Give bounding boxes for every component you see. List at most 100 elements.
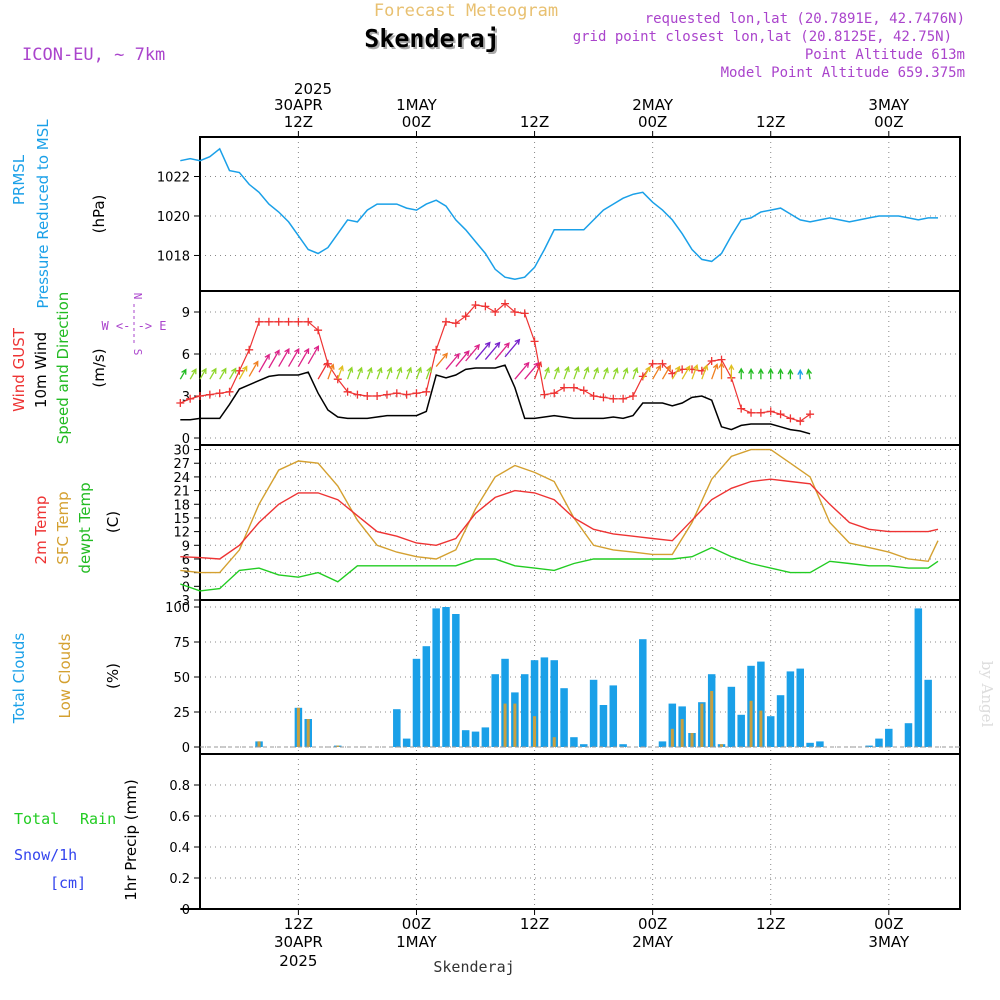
temp-tick-label: 3: [182, 567, 190, 582]
cloud-low-bar: [513, 703, 517, 747]
wind-gust-point: [451, 319, 460, 328]
bottom-day-label: 1MAY: [396, 933, 438, 951]
wind-gust-point: [796, 417, 805, 426]
cloud-labels: Total Clouds Low Clouds (%) by Angel: [10, 633, 996, 728]
requested-coords: requested lon,lat (20.7891E, 42.7476N): [645, 11, 965, 27]
wind-gust-point: [491, 308, 500, 316]
wind-direction-arrow: [691, 363, 699, 380]
wind-direction-arrow: [346, 366, 354, 380]
cloud-low-bar: [552, 737, 556, 747]
wind-gust-point: [412, 389, 421, 398]
wind-tick-label: 0: [182, 432, 190, 447]
cloud-low-bar: [759, 710, 763, 747]
top-year: 2025: [294, 80, 332, 98]
wind-gust-point: [264, 317, 273, 326]
wind-gust-point: [579, 386, 588, 395]
bottom-hour-label: 00Z: [638, 915, 667, 933]
precip-tick-label: 0.4: [169, 841, 190, 856]
cloud-low-bar: [700, 703, 704, 747]
wind-gust-point: [550, 389, 559, 398]
precip-snow-label: Snow/1h: [14, 846, 77, 864]
wind-dir-label: Speed and Direction: [54, 292, 72, 445]
wind-gust-point: [658, 359, 667, 368]
wind-direction-arrow: [297, 347, 310, 367]
wind-gust-point: [609, 394, 618, 403]
temp-tick-label: -3: [177, 594, 190, 609]
precip-labels: Total Rain Snow/1h [cm] 1hr Precip (mm): [14, 779, 140, 900]
wind-direction-arrow: [514, 361, 530, 380]
cloud-low-bar: [296, 707, 300, 747]
temp-sfc-label: SFC Temp: [54, 491, 72, 564]
wind-gust-point: [363, 392, 372, 400]
wind-gust-point: [353, 390, 362, 399]
compass-south: S: [131, 349, 144, 356]
cloud-total-bar: [402, 738, 411, 747]
wind-direction-arrow: [563, 365, 570, 380]
wind-gust-point: [707, 357, 716, 365]
wind-gust-point: [176, 399, 185, 407]
wind-gust-point: [432, 345, 441, 354]
top-hour-label: 12Z: [520, 113, 549, 131]
wind-direction-arrow: [356, 366, 363, 380]
pressure-tick-label: 1022: [157, 170, 190, 185]
product-title: Forecast Meteogram: [374, 1, 558, 21]
wind-direction-arrow: [757, 367, 764, 380]
wind-direction-arrow: [642, 365, 651, 380]
wind-direction-arrow: [738, 367, 745, 380]
cloud-total-bar: [924, 679, 932, 747]
wind-gust-point: [284, 317, 293, 326]
top-day-label: 1MAY: [396, 96, 438, 114]
wind-direction-arrow: [238, 365, 248, 380]
wind-direction-arrow: [376, 366, 383, 380]
cloud-total-bar: [885, 728, 893, 747]
wind-panel: 0 3 6 9: [176, 299, 815, 447]
wind-direction-arrow: [425, 366, 432, 380]
pressure-label-2: Pressure Reduced to MSL: [34, 119, 52, 309]
pressure-label-1: PRMSL: [10, 154, 28, 205]
cloud-total-bar: [865, 745, 873, 747]
cloud-low-bar: [336, 745, 340, 747]
precip-tick-label: 0: [182, 903, 190, 918]
wind-direction-arrow: [573, 365, 580, 380]
wind-direction-arrow: [652, 364, 662, 380]
precip-cm-label: [cm]: [50, 874, 86, 892]
cloud-low-bar: [533, 716, 537, 747]
wind-gust-point: [648, 359, 657, 368]
temp-tick-label: 24: [173, 471, 190, 486]
top-day-label: 3MAY: [868, 96, 910, 114]
wind-direction-arrow: [777, 368, 784, 380]
cloud-total-bar: [766, 716, 775, 747]
wind-gust-point: [235, 366, 244, 375]
wind-labels: Wind GUST 10m Wind Speed and Direction (…: [10, 292, 167, 445]
wind-gust-point: [560, 383, 569, 392]
wind-direction-arrow: [278, 347, 290, 367]
wind-direction-arrow: [748, 367, 755, 380]
temp-tick-label: 6: [182, 553, 190, 568]
wind-gust-point: [589, 392, 598, 400]
wind-direction-arrow: [386, 366, 393, 380]
cloud-total-bar: [737, 714, 745, 747]
wind-direction-arrow: [465, 343, 480, 362]
wind-direction-arrow: [337, 365, 344, 380]
bottom-hour-label: 12Z: [520, 915, 549, 933]
cloud-total-bar: [540, 657, 549, 747]
cloud-low-bar: [680, 719, 684, 747]
cloud-total-bar: [875, 738, 883, 747]
wind-direction-arrow: [189, 368, 197, 380]
temp-2m-label: 2m Temp: [32, 496, 50, 565]
wind-gust-point: [314, 326, 323, 335]
model-point-altitude: Model Point Altitude 659.375m: [721, 65, 965, 81]
wind-10m-line: [180, 364, 811, 435]
wind-gust-point: [471, 301, 480, 309]
precip-frame: [199, 753, 961, 910]
wind-direction-arrow: [718, 361, 725, 380]
wind-direction-arrow: [661, 364, 671, 380]
wind-gust-point: [786, 414, 795, 423]
cloud-total-bar: [727, 686, 736, 747]
cloud-low-bar: [670, 728, 674, 747]
wind-gust-point: [245, 345, 254, 354]
